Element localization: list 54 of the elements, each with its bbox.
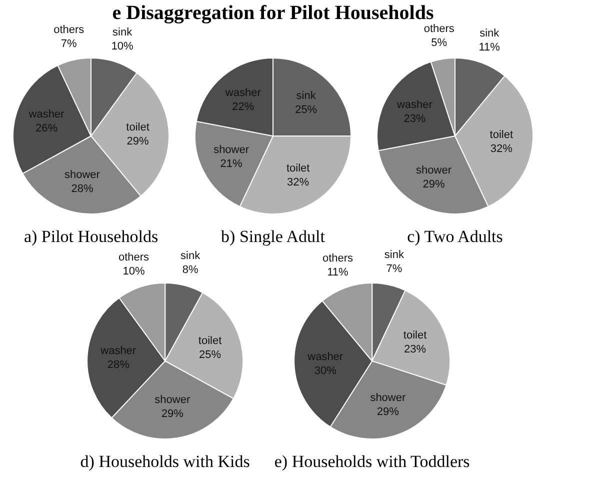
slice-label: shower [370, 392, 406, 404]
data-label: 23% [404, 113, 426, 126]
text: c) Two Adults [407, 227, 503, 246]
slice-label: sink [480, 28, 500, 40]
data-label: 29% [376, 406, 400, 418]
slice-label: others [322, 252, 354, 265]
slice-label: washer [28, 108, 65, 121]
data-label: 25% [295, 104, 318, 116]
slice-label: washer [100, 345, 136, 358]
data-label: 32% [287, 176, 310, 189]
data-label: 11% [327, 266, 349, 279]
slice-label: toilet [198, 334, 222, 347]
slice-label: toilet [490, 128, 514, 141]
slice-label: shower [64, 168, 100, 181]
data-label: 22% [232, 100, 254, 113]
slice-label: shower [416, 164, 452, 177]
text: b) Single Adult [221, 227, 326, 246]
data-label: 21% [220, 158, 243, 170]
slice-label: others [118, 252, 150, 264]
text: a) Pilot Households [24, 227, 158, 246]
data-label: 5% [431, 36, 448, 49]
slice-label: washer [396, 99, 433, 112]
text: e) Households with Toddlers [274, 452, 470, 471]
data-label: 11% [478, 42, 500, 54]
slice-label: sink [112, 26, 133, 39]
data-label: 29% [422, 178, 445, 191]
data-label: 29% [126, 136, 149, 148]
slice-label: sink [296, 90, 316, 102]
text: d) Households with Kids [80, 452, 250, 471]
data-label: 28% [71, 182, 94, 195]
slice-label: washer [224, 86, 262, 99]
data-label: 26% [35, 122, 58, 135]
data-label: 10% [122, 266, 145, 278]
slice-label: sink [384, 249, 404, 262]
slice-label: sink [180, 250, 201, 262]
data-label: 28% [107, 359, 130, 372]
slice-label: shower [214, 144, 250, 156]
text: e Disaggregation for Pilot Households [112, 2, 434, 24]
slice-label: toilet [403, 329, 427, 342]
data-label: 25% [199, 348, 222, 361]
slice-label: shower [154, 394, 190, 406]
data-label: 29% [161, 408, 184, 420]
data-label: 30% [314, 364, 337, 377]
data-label: 10% [111, 40, 134, 53]
slice-label: toilet [126, 122, 150, 134]
data-label: 7% [386, 263, 402, 276]
data-label: 7% [60, 38, 78, 50]
slice-label: toilet [286, 162, 310, 175]
data-label: 23% [404, 343, 426, 356]
data-label: 8% [182, 264, 198, 276]
slice-label: washer [306, 350, 344, 363]
slice-label: others [54, 24, 85, 36]
slice-label: others [424, 22, 455, 35]
data-label: 32% [490, 142, 513, 155]
